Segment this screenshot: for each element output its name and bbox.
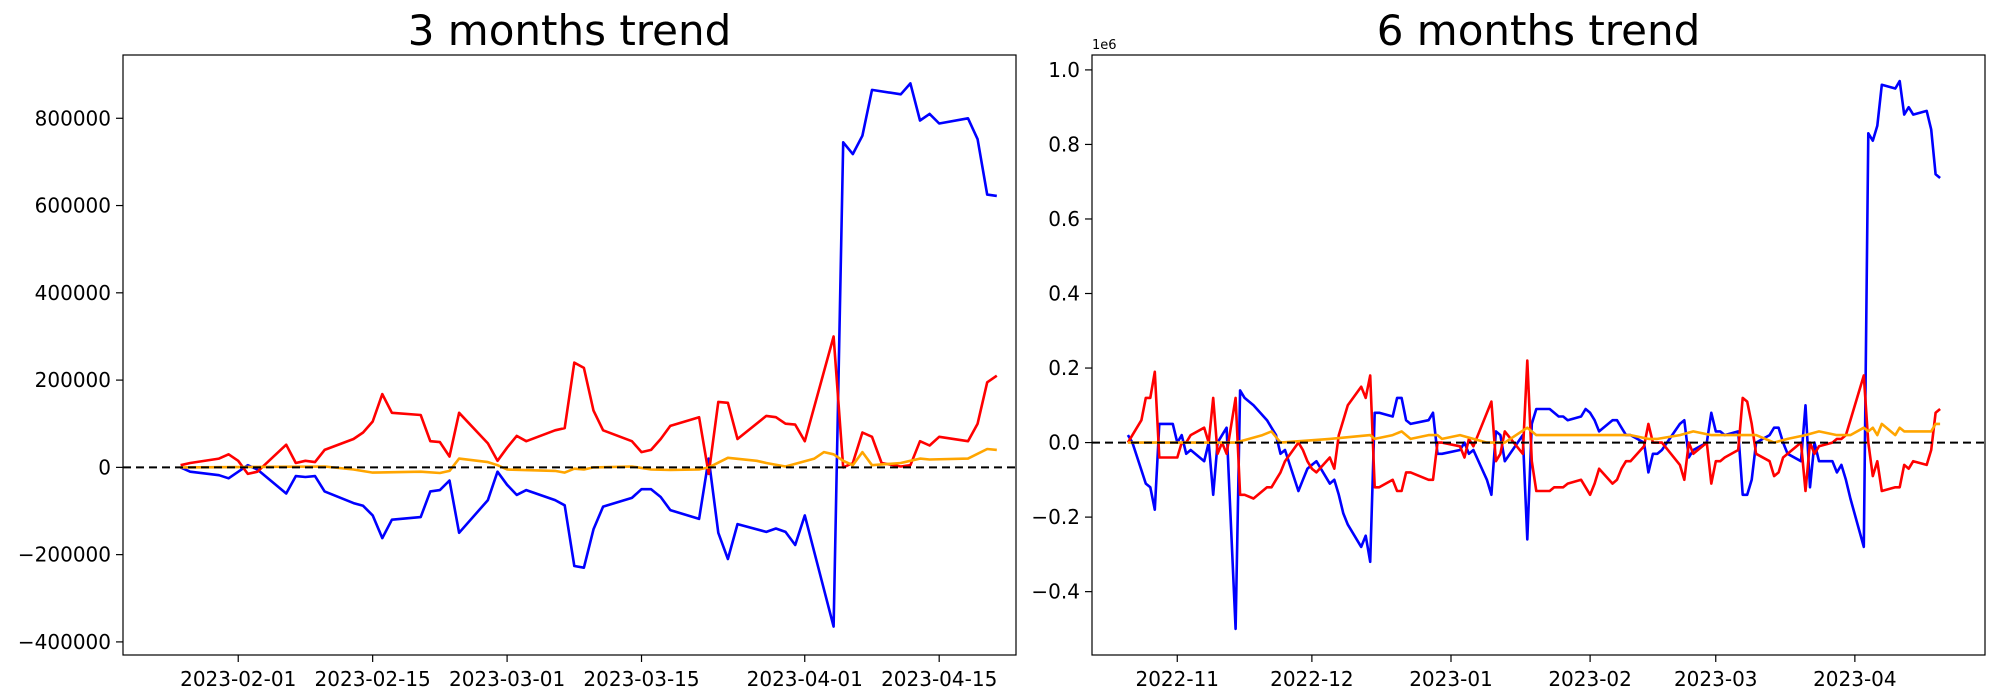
- y-tick-label: 800000: [35, 106, 111, 130]
- x-tick-label: 2023-02-15: [315, 667, 431, 691]
- y-tick-label: 0: [98, 455, 111, 479]
- axes-frame: [1091, 54, 1986, 656]
- series-line-0: [180, 82, 997, 628]
- y-tick-label: −0.4: [1031, 580, 1080, 604]
- y-offset-label: 1e6: [1092, 38, 1117, 53]
- x-tick-label: 2023-01: [1409, 667, 1493, 691]
- y-tick-label: 200000: [35, 368, 111, 392]
- y-tick-label: 0.0: [1048, 431, 1080, 455]
- y-tick-label: 0.2: [1048, 356, 1080, 380]
- y-tick-label: −400000: [18, 630, 111, 654]
- chart-title: 6 months trend: [1377, 6, 1701, 55]
- series-line-0: [1126, 79, 1941, 631]
- x-tick-label: 2023-04: [1813, 667, 1897, 691]
- axes-frame: [122, 54, 1017, 656]
- x-tick-label: 2023-03-15: [583, 667, 699, 691]
- chart-6-months: 6 months trend 2022-11 2022-12 2023-01 2023-…: [1031, 6, 1986, 691]
- x-tick-label: 2023-02: [1548, 667, 1632, 691]
- y-tick-label: −200000: [18, 543, 111, 567]
- x-tick-label: 2022-11: [1135, 667, 1219, 691]
- y-tick-label: 0.8: [1048, 132, 1080, 156]
- series-line-1: [1126, 359, 1941, 500]
- x-tick-label: 2023-03-01: [449, 667, 565, 691]
- x-tick-label: 2023-03: [1674, 667, 1758, 691]
- chart-3-months: 3 months trend 2023-02-01 2023-02-15 2023-0…: [18, 6, 1017, 691]
- y-tick-label: −0.2: [1031, 505, 1080, 529]
- x-tick-label: 2023-02-01: [180, 667, 296, 691]
- x-tick-label: 2023-04-01: [747, 667, 863, 691]
- y-tick-label: 0.4: [1048, 282, 1080, 306]
- y-tick-label: 400000: [35, 281, 111, 305]
- series-line-1: [180, 335, 998, 476]
- y-tick-label: 600000: [35, 194, 111, 218]
- chart-title: 3 months trend: [408, 6, 732, 55]
- x-tick-label: 2023-04-15: [881, 667, 997, 691]
- y-tick-label: 0.6: [1048, 207, 1080, 231]
- series-line-2: [1127, 422, 1941, 444]
- y-tick-label: 1.0: [1048, 58, 1080, 82]
- x-tick-label: 2022-12: [1270, 667, 1354, 691]
